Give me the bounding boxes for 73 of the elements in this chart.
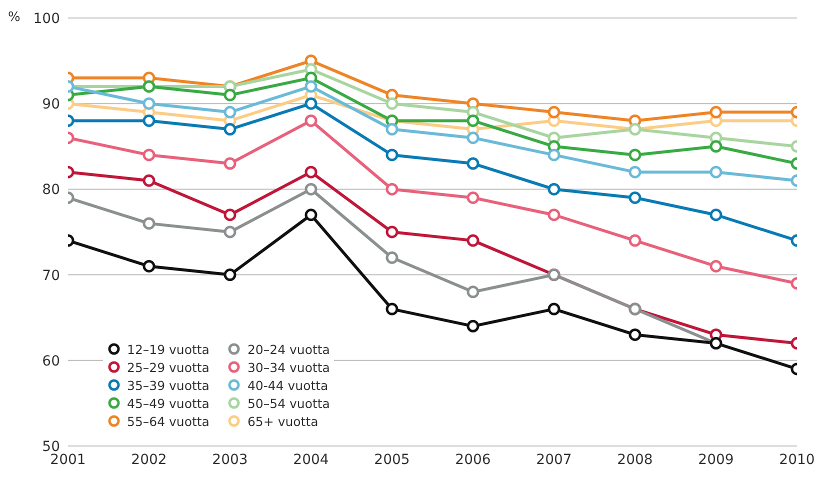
point bbox=[466, 114, 480, 127]
point bbox=[386, 226, 398, 238]
x-tick-label: 2004 bbox=[293, 452, 329, 468]
point bbox=[548, 208, 560, 222]
y-tick-label: 90 bbox=[42, 96, 60, 113]
point bbox=[304, 182, 318, 196]
point bbox=[386, 302, 398, 316]
point bbox=[224, 208, 236, 222]
y-tick-label: 60 bbox=[42, 353, 60, 370]
legend-label: 45–49 vuotta bbox=[127, 396, 210, 410]
point bbox=[548, 302, 560, 316]
y-axis-title: % bbox=[8, 10, 20, 25]
legend-label: 12–19 vuotta bbox=[127, 342, 210, 356]
point bbox=[142, 260, 156, 272]
y-tick-label: 100 bbox=[33, 10, 60, 27]
point bbox=[142, 97, 156, 110]
legend-label: 40-44 vuotta bbox=[247, 378, 328, 392]
point bbox=[548, 148, 560, 162]
legend-label: 50–54 vuotta bbox=[247, 396, 330, 410]
y-tick-label: 80 bbox=[42, 182, 60, 198]
x-tick-label: 2007 bbox=[536, 452, 572, 468]
point bbox=[386, 97, 398, 110]
point bbox=[710, 106, 722, 118]
x-tick-label: 2008 bbox=[617, 452, 653, 468]
point bbox=[142, 148, 156, 162]
point bbox=[224, 268, 236, 282]
point bbox=[710, 208, 722, 222]
legend-label: 65+ vuotta bbox=[247, 414, 318, 428]
point bbox=[386, 182, 398, 196]
point bbox=[466, 157, 480, 170]
point bbox=[710, 166, 722, 178]
point bbox=[304, 166, 318, 178]
point bbox=[386, 251, 398, 264]
x-tick-label: 2009 bbox=[698, 452, 734, 468]
point bbox=[628, 328, 642, 341]
point bbox=[386, 123, 398, 136]
point bbox=[304, 80, 318, 93]
point bbox=[466, 320, 480, 332]
point bbox=[628, 148, 642, 162]
point bbox=[628, 192, 642, 204]
point bbox=[710, 140, 722, 153]
legend-label: 55–64 vuotta bbox=[127, 414, 210, 428]
x-tick-label: 2005 bbox=[374, 452, 410, 468]
legend-label: 25–29 vuotta bbox=[127, 360, 210, 374]
point bbox=[224, 157, 236, 170]
point bbox=[466, 132, 480, 144]
point bbox=[548, 106, 560, 118]
point bbox=[466, 192, 480, 204]
legend-label: 30–34 vuotta bbox=[247, 360, 330, 374]
x-tick-label: 2010 bbox=[779, 452, 815, 468]
point bbox=[224, 123, 236, 136]
point bbox=[224, 226, 236, 238]
x-tick-label: 2006 bbox=[455, 452, 491, 468]
point bbox=[710, 260, 722, 272]
x-tick-label: 2002 bbox=[131, 452, 167, 468]
point bbox=[466, 286, 480, 298]
point bbox=[224, 88, 236, 102]
point bbox=[548, 182, 560, 196]
point bbox=[304, 208, 318, 222]
point bbox=[304, 97, 318, 110]
point bbox=[304, 114, 318, 127]
point bbox=[466, 234, 480, 247]
point bbox=[628, 234, 642, 247]
point bbox=[224, 106, 236, 118]
point bbox=[628, 166, 642, 178]
x-tick-label: 2003 bbox=[212, 452, 248, 468]
y-tick-label: 70 bbox=[42, 268, 60, 284]
legend-label: 20–24 vuotta bbox=[247, 342, 330, 356]
point bbox=[386, 148, 398, 162]
legend-label: 35–39 vuotta bbox=[127, 378, 210, 392]
point bbox=[142, 217, 156, 230]
point bbox=[142, 174, 156, 187]
point bbox=[142, 114, 156, 127]
